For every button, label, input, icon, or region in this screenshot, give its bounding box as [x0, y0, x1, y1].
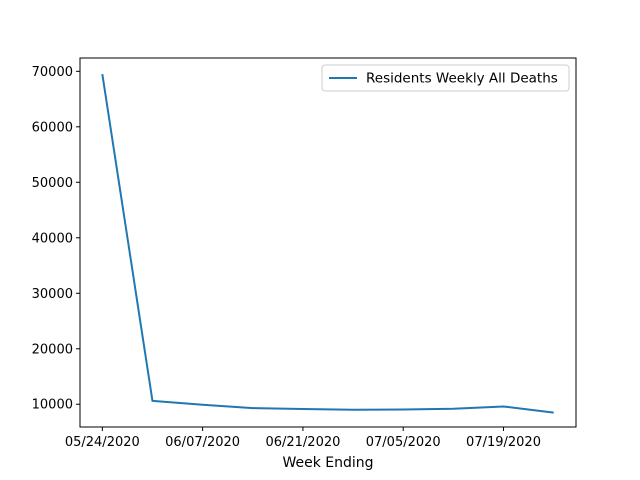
legend-series-label: Residents Weekly All Deaths	[366, 71, 558, 87]
legend-box	[321, 64, 570, 92]
x-axis: 05/24/2020 06/07/2020 06/21/2020 07/05/2020…	[65, 427, 541, 450]
y-tick-label: 30000	[32, 287, 73, 302]
x-tick-label: 05/24/2020	[65, 435, 140, 450]
x-tick-label: 06/07/2020	[165, 435, 240, 450]
y-tick-label: 10000	[32, 398, 73, 413]
y-tick-label: 70000	[32, 65, 73, 80]
y-tick-label: 50000	[32, 176, 73, 191]
plot-area	[101, 73, 554, 414]
y-tick-label: 20000	[32, 342, 73, 357]
y-tick-label: 40000	[32, 231, 73, 246]
y-tick-label: 60000	[32, 120, 73, 135]
series-line	[101, 73, 554, 414]
y-axis: 10000 20000 30000 40000 50000 60000 70000	[32, 65, 80, 413]
x-tick-label: 07/19/2020	[466, 435, 541, 450]
axes-frame	[79, 57, 577, 428]
x-axis-label: Week Ending	[282, 455, 373, 471]
legend: Residents Weekly All Deaths	[321, 64, 570, 92]
x-tick-label: 07/05/2020	[366, 435, 441, 450]
x-tick-label: 06/21/2020	[265, 435, 340, 450]
